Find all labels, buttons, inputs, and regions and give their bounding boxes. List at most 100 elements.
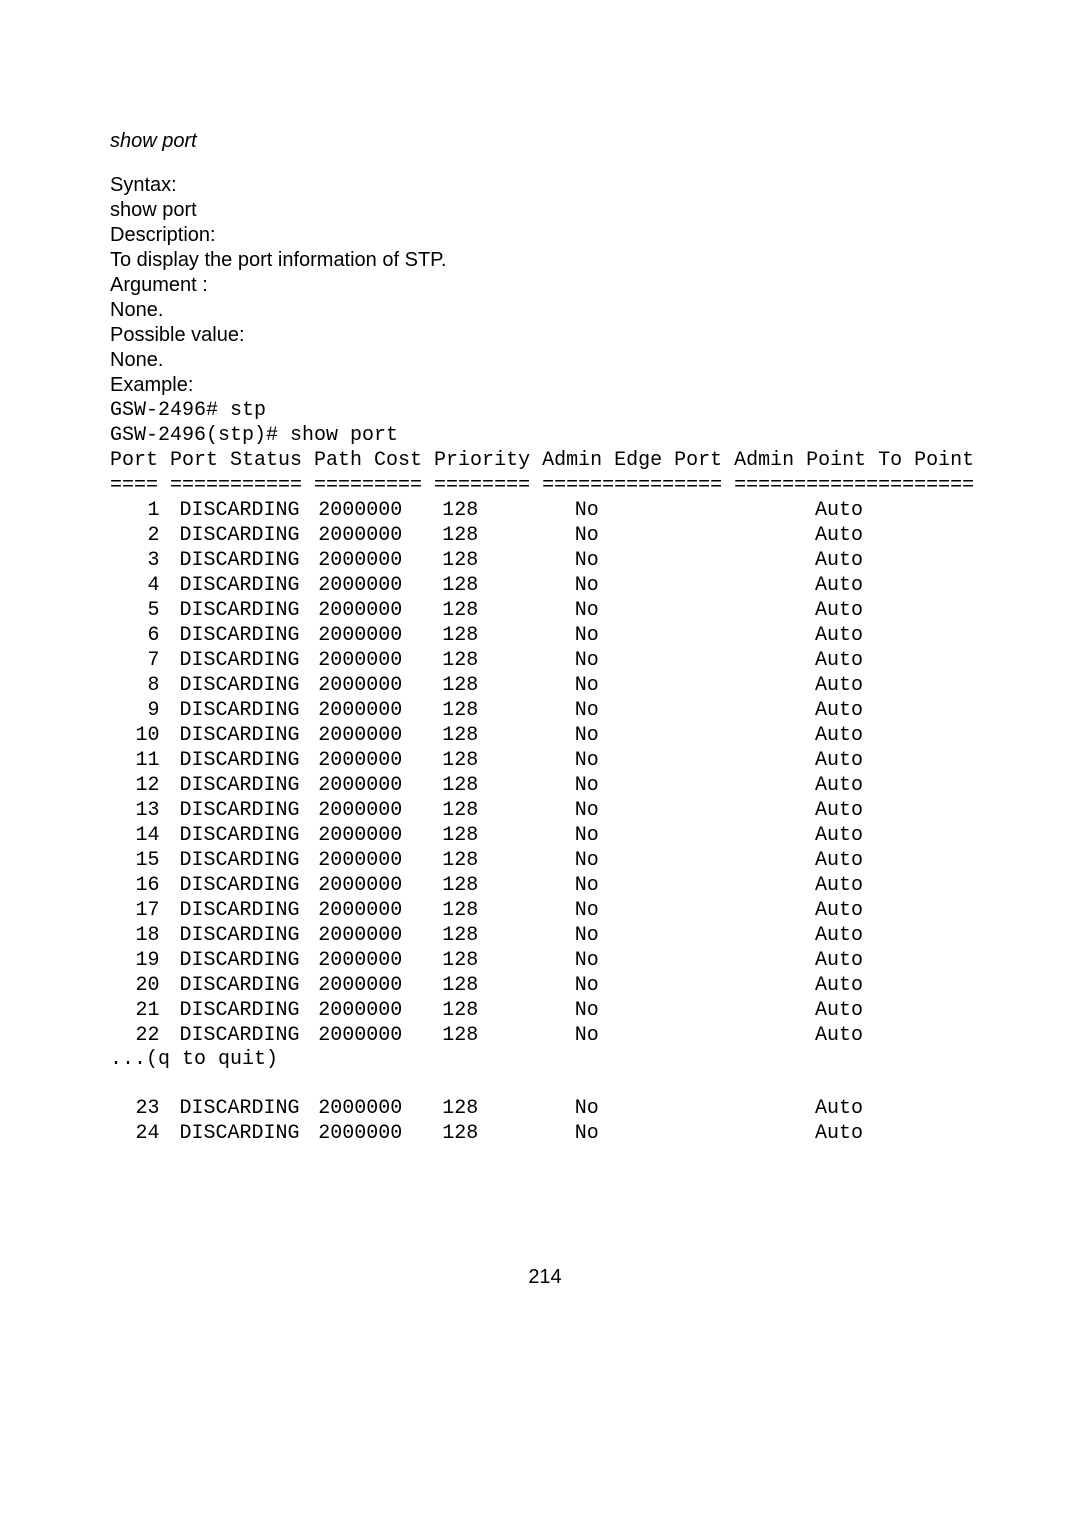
cell-status: DISCARDING — [180, 998, 304, 1023]
cell-point-to-point: Auto — [715, 623, 980, 648]
cell-edge-port: No — [525, 623, 715, 648]
table-row: 6DISCARDING2000000128NoAuto — [110, 623, 980, 648]
table-separator-line: ==== =========== ========= ======== ====… — [110, 473, 980, 498]
table-header-line: Port Port Status Path Cost Priority Admi… — [110, 448, 980, 473]
table-row: 9DISCARDING2000000128NoAuto — [110, 698, 980, 723]
cell-status: DISCARDING — [180, 948, 304, 973]
cell-point-to-point: Auto — [715, 898, 980, 923]
table-row: 4DISCARDING2000000128NoAuto — [110, 573, 980, 598]
cell-point-to-point: Auto — [715, 848, 980, 873]
document-page: show port Syntax: show port Description:… — [0, 0, 1080, 1349]
cli-line-1: GSW-2496# stp — [110, 398, 980, 423]
cell-point-to-point: Auto — [715, 923, 980, 948]
cell-path-cost: 2000000 — [303, 698, 432, 723]
table-row: 17DISCARDING2000000128NoAuto — [110, 898, 980, 923]
cell-port: 8 — [110, 673, 180, 698]
cell-point-to-point: Auto — [715, 523, 980, 548]
cell-point-to-point: Auto — [715, 873, 980, 898]
cell-priority: 128 — [432, 573, 525, 598]
cell-priority: 128 — [432, 1121, 525, 1146]
cell-port: 18 — [110, 923, 180, 948]
cell-path-cost: 2000000 — [303, 948, 432, 973]
cell-edge-port: No — [525, 1096, 715, 1121]
cell-priority: 128 — [432, 598, 525, 623]
cell-edge-port: No — [525, 848, 715, 873]
table-row: 10DISCARDING2000000128NoAuto — [110, 723, 980, 748]
cell-priority: 128 — [432, 773, 525, 798]
cell-edge-port: No — [525, 573, 715, 598]
cell-point-to-point: Auto — [715, 948, 980, 973]
table-row: 18DISCARDING2000000128NoAuto — [110, 923, 980, 948]
table-row: 7DISCARDING2000000128NoAuto — [110, 648, 980, 673]
description-value: To display the port information of STP. — [110, 248, 980, 273]
cell-status: DISCARDING — [180, 573, 304, 598]
cell-point-to-point: Auto — [715, 723, 980, 748]
blank-line — [110, 1071, 980, 1096]
cell-priority: 128 — [432, 948, 525, 973]
table-row: 22DISCARDING2000000128NoAuto — [110, 1023, 980, 1048]
cell-port: 3 — [110, 548, 180, 573]
cell-path-cost: 2000000 — [303, 598, 432, 623]
cell-point-to-point: Auto — [715, 798, 980, 823]
cell-path-cost: 2000000 — [303, 573, 432, 598]
cell-point-to-point: Auto — [715, 973, 980, 998]
cell-port: 2 — [110, 523, 180, 548]
argument-value: None. — [110, 298, 980, 323]
argument-label: Argument : — [110, 273, 980, 298]
table-row: 23DISCARDING2000000128NoAuto — [110, 1096, 980, 1121]
cell-edge-port: No — [525, 673, 715, 698]
cell-path-cost: 2000000 — [303, 1023, 432, 1048]
cell-path-cost: 2000000 — [303, 873, 432, 898]
page-number: 214 — [110, 1266, 980, 1289]
example-label: Example: — [110, 373, 980, 398]
table-row: 11DISCARDING2000000128NoAuto — [110, 748, 980, 773]
cell-priority: 128 — [432, 623, 525, 648]
cell-port: 21 — [110, 998, 180, 1023]
cell-priority: 128 — [432, 823, 525, 848]
cell-status: DISCARDING — [180, 873, 304, 898]
possible-value-label: Possible value: — [110, 323, 980, 348]
cell-priority: 128 — [432, 698, 525, 723]
cell-path-cost: 2000000 — [303, 748, 432, 773]
cell-port: 5 — [110, 598, 180, 623]
cell-path-cost: 2000000 — [303, 723, 432, 748]
cell-priority: 128 — [432, 1023, 525, 1048]
cell-port: 9 — [110, 698, 180, 723]
table-row: 15DISCARDING2000000128NoAuto — [110, 848, 980, 873]
table-row: 16DISCARDING2000000128NoAuto — [110, 873, 980, 898]
cell-path-cost: 2000000 — [303, 523, 432, 548]
cell-point-to-point: Auto — [715, 498, 980, 523]
cell-status: DISCARDING — [180, 548, 304, 573]
cell-path-cost: 2000000 — [303, 848, 432, 873]
cell-edge-port: No — [525, 498, 715, 523]
cell-priority: 128 — [432, 923, 525, 948]
cell-status: DISCARDING — [180, 823, 304, 848]
cell-point-to-point: Auto — [715, 998, 980, 1023]
cell-status: DISCARDING — [180, 973, 304, 998]
cell-point-to-point: Auto — [715, 1023, 980, 1048]
cell-port: 13 — [110, 798, 180, 823]
cell-point-to-point: Auto — [715, 548, 980, 573]
cell-edge-port: No — [525, 648, 715, 673]
cell-path-cost: 2000000 — [303, 673, 432, 698]
cell-path-cost: 2000000 — [303, 898, 432, 923]
cell-port: 19 — [110, 948, 180, 973]
cell-port: 12 — [110, 773, 180, 798]
port-table-group-1: 1DISCARDING2000000128NoAuto2DISCARDING20… — [110, 498, 980, 1048]
cell-edge-port: No — [525, 998, 715, 1023]
cell-port: 1 — [110, 498, 180, 523]
cell-edge-port: No — [525, 923, 715, 948]
cell-priority: 128 — [432, 873, 525, 898]
cell-point-to-point: Auto — [715, 673, 980, 698]
cell-priority: 128 — [432, 648, 525, 673]
table-row: 5DISCARDING2000000128NoAuto — [110, 598, 980, 623]
table-row: 13DISCARDING2000000128NoAuto — [110, 798, 980, 823]
cell-point-to-point: Auto — [715, 1121, 980, 1146]
cell-priority: 128 — [432, 748, 525, 773]
cell-path-cost: 2000000 — [303, 798, 432, 823]
cell-path-cost: 2000000 — [303, 773, 432, 798]
cell-edge-port: No — [525, 548, 715, 573]
syntax-value: show port — [110, 198, 980, 223]
table-row: 21DISCARDING2000000128NoAuto — [110, 998, 980, 1023]
cell-priority: 128 — [432, 498, 525, 523]
